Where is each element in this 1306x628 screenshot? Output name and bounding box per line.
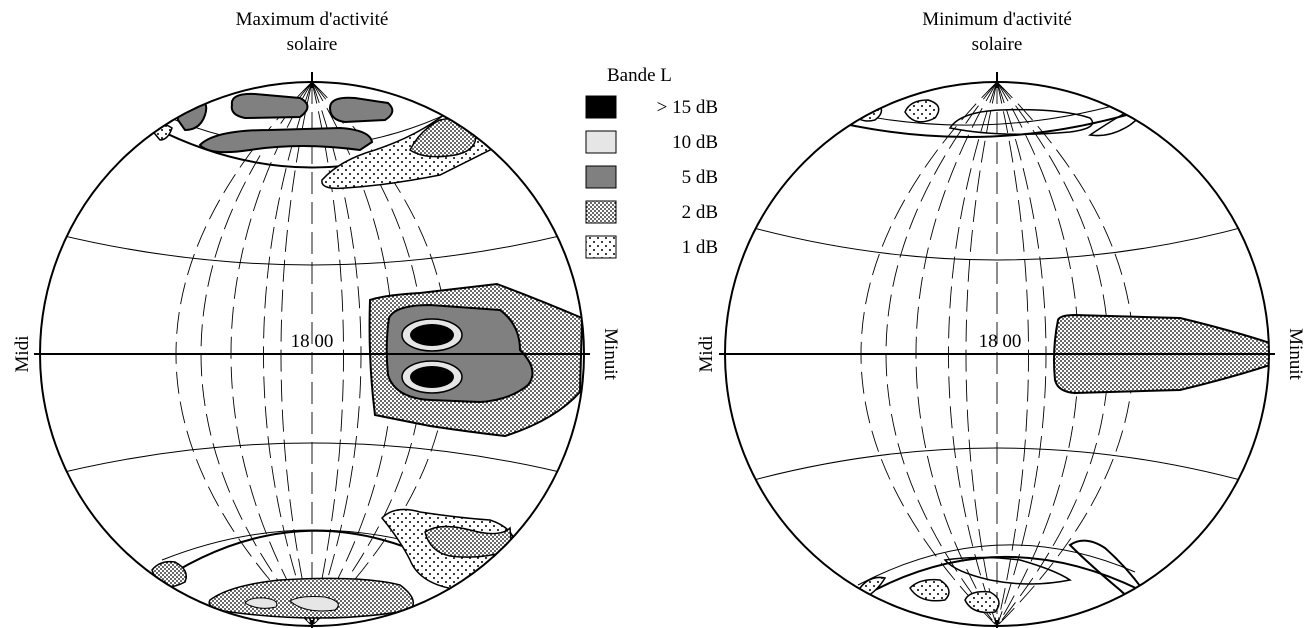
- left-globe: Maximum d'activité solaire: [12, 9, 621, 628]
- left-midi-label: Midi: [12, 336, 33, 373]
- legend-swatch-15db: [585, 95, 617, 119]
- legend-label-1db: 1 dB: [682, 237, 718, 258]
- legend-label-10db: 10 dB: [672, 132, 718, 153]
- r-south-patch-b: [964, 590, 1000, 614]
- legend-swatch-5db: [585, 165, 617, 189]
- r-south-contour-a: [1068, 539, 1152, 603]
- legend-label-5db: 5 dB: [682, 167, 718, 188]
- right-globe: Minimum d'activité solaire: [696, 9, 1306, 628]
- r-south-contour-b: [943, 556, 1072, 585]
- r-north-patch-c: [973, 82, 1016, 83]
- south-patch-small-b: [289, 596, 339, 612]
- r-north-patch-b: [904, 99, 940, 123]
- r-north-patch-a: [851, 100, 883, 122]
- north-patch-5db-b: [230, 92, 309, 120]
- right-center-label: 18 00: [979, 331, 1022, 352]
- north-patch-5db-c: [328, 96, 394, 124]
- equator-patch-15db-b: [410, 366, 454, 388]
- legend-label-15db: > 15 dB: [657, 97, 718, 118]
- north-patch-5db-d: [198, 126, 374, 154]
- right-title-line1: Minimum d'activité: [922, 9, 1072, 30]
- left-title-line2: solaire: [287, 34, 338, 55]
- south-patch-2db-b: [151, 560, 187, 588]
- left-globe-grid: [40, 82, 584, 626]
- legend-label-2db: 2 dB: [682, 202, 718, 223]
- left-center-label: 18 00: [291, 331, 334, 352]
- legend-swatch-10db: [585, 130, 617, 154]
- left-title-line1: Maximum d'activité: [236, 9, 389, 30]
- legend-swatch-2db: [585, 200, 617, 224]
- right-minuit-label: Minuit: [1285, 328, 1306, 380]
- right-title-line2: solaire: [972, 34, 1023, 55]
- r-north-contour: [948, 108, 1094, 135]
- legend-title: Bande L: [607, 65, 672, 86]
- legend-swatch-1db: [585, 235, 617, 259]
- r-south-patch-a: [909, 578, 950, 602]
- legend: Bande L > 15 dB 10 dB 5 dB 2 dB 1 dB: [585, 65, 718, 259]
- right-midi-label: Midi: [696, 336, 717, 373]
- equator-patch-15db-a: [410, 324, 454, 346]
- south-patch-small-a: [244, 597, 278, 609]
- left-minuit-label: Minuit: [600, 328, 621, 380]
- north-patch-2db: [409, 118, 477, 158]
